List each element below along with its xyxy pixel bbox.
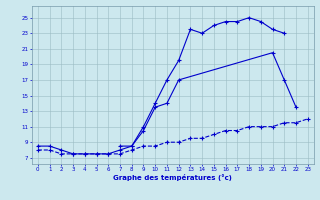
X-axis label: Graphe des températures (°c): Graphe des températures (°c) [113, 174, 232, 181]
